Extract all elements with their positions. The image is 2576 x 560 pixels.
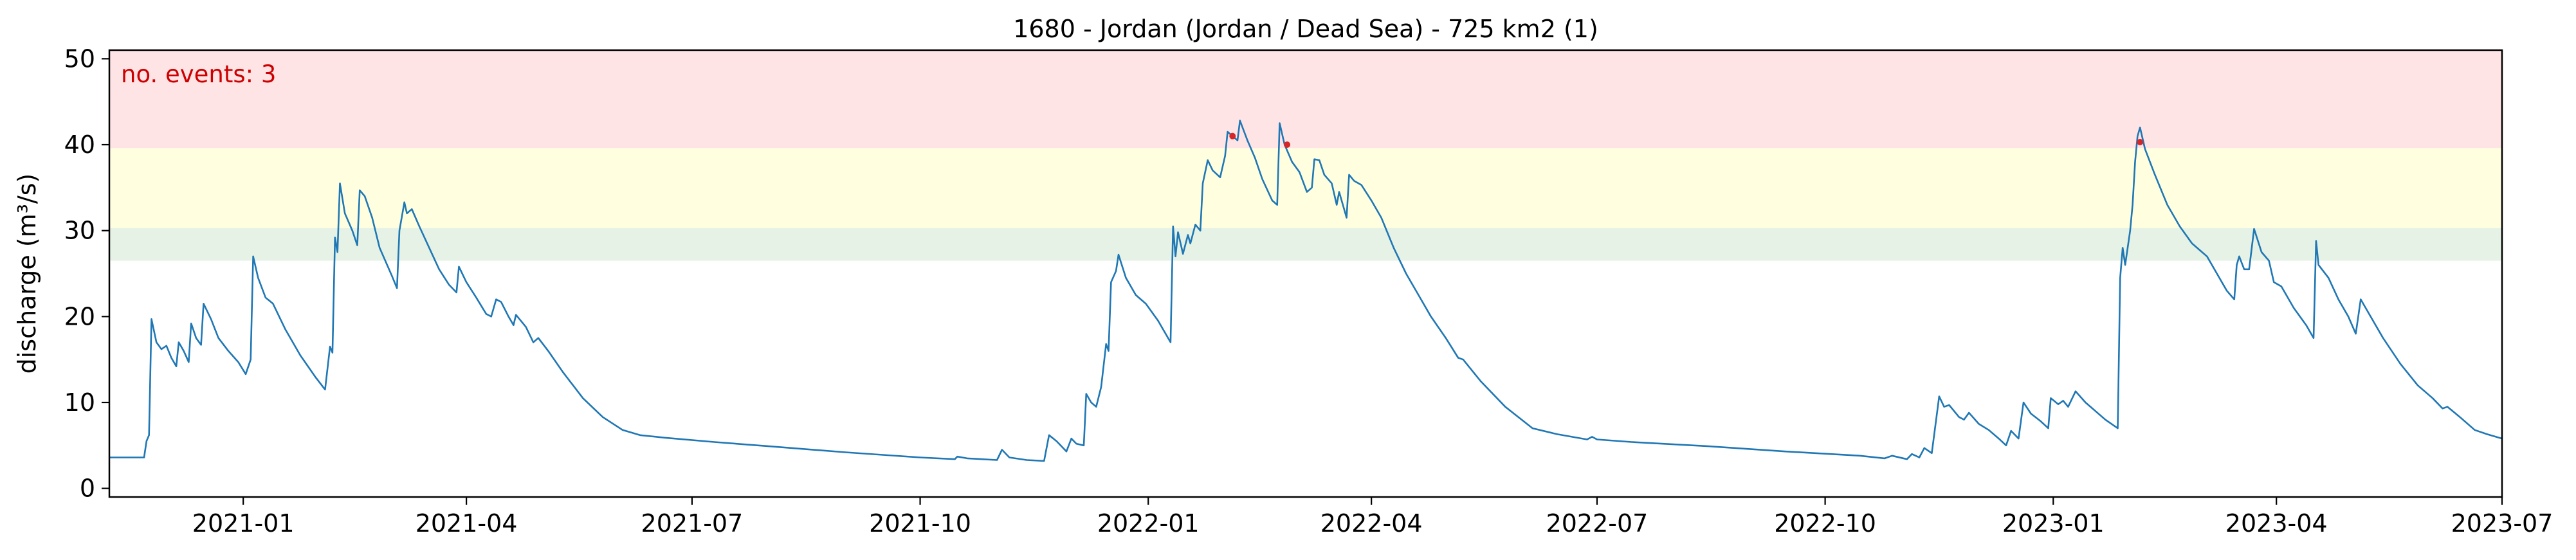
x-tick-label: 2023-07: [2451, 509, 2553, 537]
events-count-annotation: no. events: 3: [121, 60, 276, 88]
y-tick-label: 50: [64, 44, 95, 73]
x-tick-label: 2022-01: [1097, 509, 1200, 537]
y-axis: 0 10 20 30 40 50: [64, 44, 109, 503]
x-tick-label: 2021-10: [869, 509, 971, 537]
y-tick-label: 20: [64, 302, 95, 330]
x-tick-label: 2022-07: [1546, 509, 1649, 537]
x-tick-label: 2021-01: [192, 509, 295, 537]
y-tick-label: 0: [80, 474, 95, 503]
threshold-bands: [109, 50, 2502, 261]
x-tick-label: 2021-04: [416, 509, 518, 537]
y-tick-label: 30: [64, 217, 95, 245]
y-axis-label: discharge (m³/s): [13, 174, 41, 374]
x-tick-label: 2023-04: [2225, 509, 2328, 537]
discharge-line-1: [109, 120, 2503, 462]
event-marker-3: [2137, 139, 2144, 146]
chart-title: 1680 - Jordan (Jordan / Dead Sea) - 725 …: [1013, 15, 1598, 43]
x-tick-label: 2021-07: [641, 509, 744, 537]
y-tick-label: 40: [64, 131, 95, 159]
y-tick-label: 10: [64, 388, 95, 417]
threshold-band-3: [109, 50, 2502, 149]
x-axis: 2021-01 2021-04 2021-07 2021-10 2022-01 2022-…: [192, 497, 2553, 537]
event-marker-2: [1284, 141, 1291, 149]
event-markers: [1229, 132, 2144, 149]
event-marker-1: [1229, 132, 1236, 140]
x-tick-label: 2023-01: [2002, 509, 2105, 537]
x-tick-label: 2022-04: [1320, 509, 1423, 537]
x-tick-label: 2022-10: [1774, 509, 1876, 537]
threshold-band-1: [109, 228, 2502, 261]
discharge-series: [109, 120, 2503, 462]
plot-frame: [108, 49, 2503, 498]
